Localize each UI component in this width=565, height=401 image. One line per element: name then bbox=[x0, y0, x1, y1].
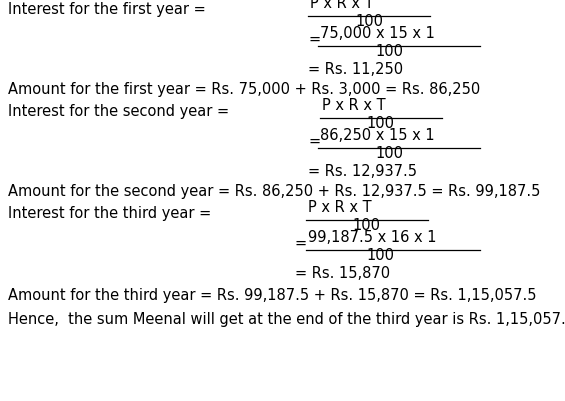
Text: 86,250 x 15 x 1: 86,250 x 15 x 1 bbox=[320, 128, 434, 143]
Text: Interest for the third year =: Interest for the third year = bbox=[8, 205, 216, 221]
Text: = Rs. 12,937.5: = Rs. 12,937.5 bbox=[308, 164, 417, 178]
Text: = Rs. 11,250: = Rs. 11,250 bbox=[308, 62, 403, 77]
Text: 100: 100 bbox=[366, 247, 394, 262]
Text: = Rs. 15,870: = Rs. 15,870 bbox=[295, 265, 390, 280]
Text: Interest for the first year =: Interest for the first year = bbox=[8, 2, 210, 17]
Text: 75,000 x 15 x 1: 75,000 x 15 x 1 bbox=[320, 26, 435, 41]
Text: P x R x T: P x R x T bbox=[310, 0, 373, 11]
Text: 99,187.5 x 16 x 1: 99,187.5 x 16 x 1 bbox=[308, 229, 437, 244]
Text: 100: 100 bbox=[366, 116, 394, 131]
Text: Amount for the third year = Rs. 99,187.5 + Rs. 15,870 = Rs. 1,15,057.5: Amount for the third year = Rs. 99,187.5… bbox=[8, 287, 537, 302]
Text: Amount for the second year = Rs. 86,250 + Rs. 12,937.5 = Rs. 99,187.5: Amount for the second year = Rs. 86,250 … bbox=[8, 184, 540, 198]
Text: =: = bbox=[308, 134, 320, 149]
Text: 100: 100 bbox=[352, 217, 380, 233]
Text: 100: 100 bbox=[375, 44, 403, 59]
Text: Hence,  the sum Meenal will get at the end of the third year is Rs. 1,15,057.5.: Hence, the sum Meenal will get at the en… bbox=[8, 311, 565, 326]
Text: Interest for the second year =: Interest for the second year = bbox=[8, 104, 234, 119]
Text: =: = bbox=[295, 235, 307, 250]
Text: Amount for the first year = Rs. 75,000 + Rs. 3,000 = Rs. 86,250: Amount for the first year = Rs. 75,000 +… bbox=[8, 82, 480, 97]
Text: 100: 100 bbox=[355, 14, 383, 29]
Text: 100: 100 bbox=[375, 146, 403, 160]
Text: =: = bbox=[308, 32, 320, 47]
Text: P x R x T: P x R x T bbox=[322, 98, 386, 113]
Text: P x R x T: P x R x T bbox=[308, 200, 372, 215]
